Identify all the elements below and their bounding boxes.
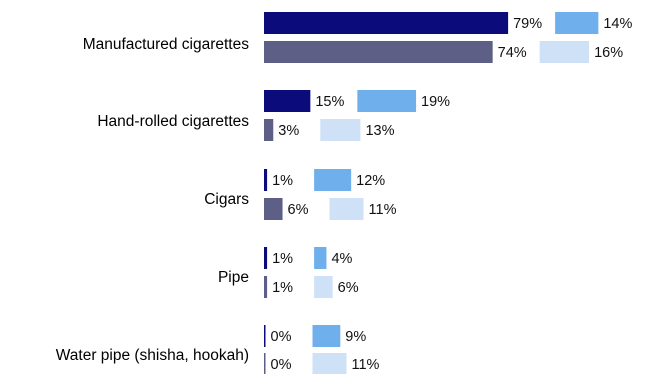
bar-segment (264, 12, 509, 34)
bar-segment (264, 353, 266, 374)
bar-segment (314, 276, 333, 298)
bar-segment (320, 119, 361, 141)
data-label: 0% (271, 357, 292, 373)
bar-segment (312, 325, 341, 347)
data-label: 79% (513, 16, 542, 32)
bar-segment (264, 41, 493, 63)
bar-segment (264, 276, 268, 298)
data-label: 11% (351, 357, 379, 373)
data-label: 19% (421, 94, 450, 110)
data-label: 16% (594, 45, 623, 61)
data-label: 9% (345, 329, 366, 345)
bar-segment (264, 119, 274, 141)
bar-segment (264, 325, 266, 347)
bar-segment (329, 198, 364, 220)
bar-segment (555, 12, 599, 34)
data-label: 4% (331, 251, 352, 267)
category-label: Pipe (218, 269, 249, 286)
data-label: 1% (272, 251, 293, 267)
category-label: Hand-rolled cigarettes (97, 113, 249, 130)
data-label: 11% (369, 202, 397, 218)
bar-segment (312, 353, 347, 374)
data-label: 12% (356, 173, 385, 189)
bar-segment (264, 247, 268, 269)
bar-segment (264, 90, 311, 112)
bar-segment (264, 198, 283, 220)
data-label: 15% (315, 94, 344, 110)
data-label: 0% (271, 329, 292, 345)
category-label: Cigars (204, 191, 249, 208)
bar-segment (357, 90, 417, 112)
bar-segment (314, 169, 352, 191)
data-label: 3% (278, 123, 299, 139)
category-label: Manufactured cigarettes (83, 36, 250, 53)
bar-segment (539, 41, 590, 63)
data-label: 6% (288, 202, 309, 218)
data-label: 1% (272, 173, 293, 189)
data-label: 1% (272, 280, 293, 296)
data-label: 13% (365, 123, 394, 139)
data-label: 6% (338, 280, 359, 296)
bar-segment (264, 169, 268, 191)
bar-segment (314, 247, 327, 269)
data-label: 14% (603, 16, 632, 32)
data-label: 74% (498, 45, 527, 61)
category-label: Water pipe (shisha, hookah) (56, 347, 249, 364)
